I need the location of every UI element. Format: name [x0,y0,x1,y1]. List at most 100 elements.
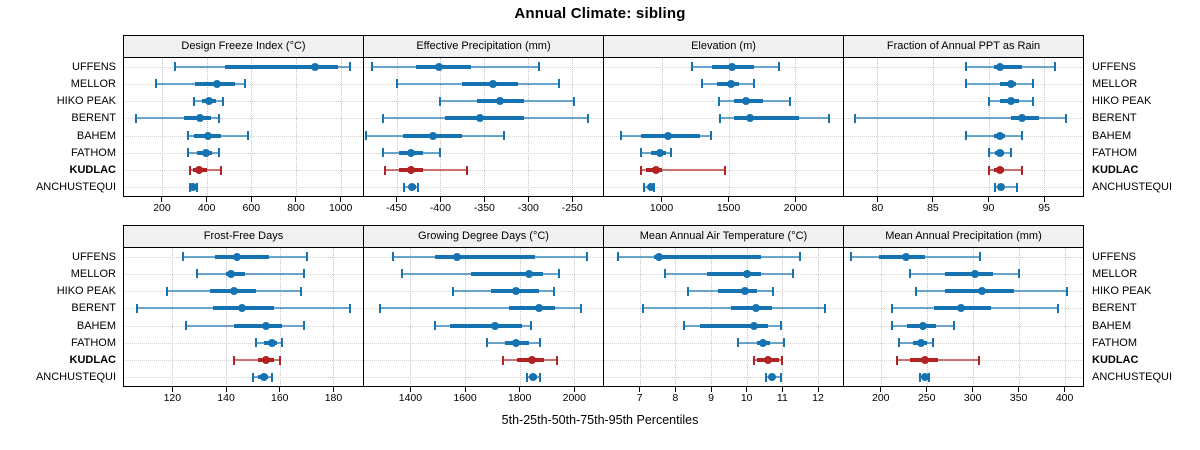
cap-5th-fathom [898,338,901,348]
cap-95th-fathom [281,338,284,348]
site-label-uffens: UFFENS [1092,250,1136,263]
range-25-75-berent [733,116,800,121]
panel-header-mean-annual-precipitation-mm: Mean Annual Precipitation (mm) [844,226,1083,248]
tick-mark [817,387,819,392]
x-axis-mean-annual-air-temperature-c: 7 8 9 10 11 12 [603,387,844,409]
median-dot-kudlac [995,166,1004,175]
cap-5th-bahem [364,131,367,141]
median-dot-kudlac [194,166,203,175]
median-dot-bahem [429,131,438,140]
tick-label: 9 [708,392,714,404]
cap-5th-bahem [434,321,437,331]
range-5-95-kudlac [897,359,980,362]
tick-mark [1043,197,1045,202]
panel-header-frost-free-days: Frost-Free Days [124,226,363,248]
panel-frame: Design Freeze Index (°C) [123,35,364,197]
cap-95th-anchustequi [779,372,782,382]
horizontal-gridline [604,360,843,362]
cap-95th-fathom [439,148,442,158]
panel-frame: Mean Annual Air Temperature (°C) [603,225,844,387]
tick-label: 200 [153,202,171,214]
panel-plot [604,58,843,196]
site-label-berent: BERENT [1092,112,1137,125]
range-25-75-berent [444,116,524,121]
cap-95th-mellor [1031,79,1034,89]
panel-plot [604,248,843,386]
median-dot-berent [534,304,543,313]
tick-mark [876,197,878,202]
vertical-gridline [1044,58,1046,196]
cap-5th-uffens [617,252,620,262]
tick-label: 160 [270,392,289,404]
horizontal-gridline [124,187,363,189]
median-dot-uffens [452,252,461,261]
cap-5th-fathom [736,338,739,348]
vertical-gridline [340,58,342,196]
cap-5th-kudlac [502,355,505,365]
tick-mark [674,387,676,392]
site-label-fathom: FATHOM [1092,336,1138,349]
range-25-75-mellor [470,271,543,276]
horizontal-gridline [844,377,1083,379]
range-25-75-uffens [994,64,1022,69]
tick-mark [483,197,485,202]
site-label-kudlac: KUDLAC [1092,164,1139,177]
cap-95th-mellor [302,269,305,279]
horizontal-gridline [844,83,1083,85]
cap-95th-hiko-peak [222,96,225,106]
x-axis-growing-degree-days-c: 1400 1600 1800 2000 [363,387,604,409]
tick-mark [880,387,882,392]
median-dot-fathom [511,338,520,347]
site-labels-right: UFFENS MELLOR HIKO PEAK BERENT BAHEM FATHOM KU… [1084,225,1194,386]
cap-5th-hiko-peak [686,286,689,296]
cap-95th-fathom [783,338,786,348]
cap-95th-hiko-peak [552,286,555,296]
median-dot-anchustequi [767,373,776,382]
median-dot-fathom [656,148,665,157]
median-dot-bahem [919,321,928,330]
horizontal-gridline [364,187,603,189]
range-5-95-bahem [966,134,1022,137]
range-25-75-berent [508,306,556,311]
cap-5th-kudlac [640,165,643,175]
panel-design-freeze-index-c: Design Freeze Index (°C) 200 400 600 800 1000 [123,35,364,219]
panel-header-elevation-m: Elevation (m) [604,36,843,58]
vertical-gridline [728,58,730,196]
cap-95th-berent [217,113,220,123]
vertical-gridline [206,58,208,196]
cap-95th-anchustequi [417,182,420,192]
tick-label: 1600 [453,392,477,404]
median-dot-berent [475,114,484,123]
cap-95th-uffens [305,252,308,262]
cap-95th-hiko-peak [1031,96,1034,106]
cap-5th-uffens [182,252,185,262]
median-dot-fathom [917,338,926,347]
cap-95th-bahem [302,321,305,331]
horizontal-gridline [124,101,363,103]
median-dot-anchustequi [259,373,268,382]
cap-5th-kudlac [896,355,899,365]
range-25-75-mellor [226,271,245,276]
median-dot-berent [956,304,965,313]
tick-label: 12 [812,392,824,404]
site-label-bahem: BAHEM [1092,129,1132,142]
cap-95th-berent [587,113,590,123]
site-label-kudlac: KUDLAC [69,164,116,177]
tick-mark [161,197,163,202]
vertical-gridline [251,58,253,196]
panel-plot [124,248,363,386]
vertical-gridline [675,248,677,386]
cap-95th-bahem [779,321,782,331]
site-label-anchustequi: ANCHUSTEQUI [1092,181,1173,194]
site-label-hiko-peak: HIKO PEAK [1092,95,1152,108]
tick-label: 180 [324,392,343,404]
range-25-75-hiko-peak [718,289,758,294]
site-label-hiko-peak: HIKO PEAK [56,285,116,298]
site-label-fathom: FATHOM [70,336,116,349]
panel-plot [124,58,363,196]
range-5-95-mellor [196,272,304,275]
cap-95th-mellor [792,269,795,279]
tick-label: -400 [429,202,451,214]
site-label-mellor: MELLOR [70,267,116,280]
